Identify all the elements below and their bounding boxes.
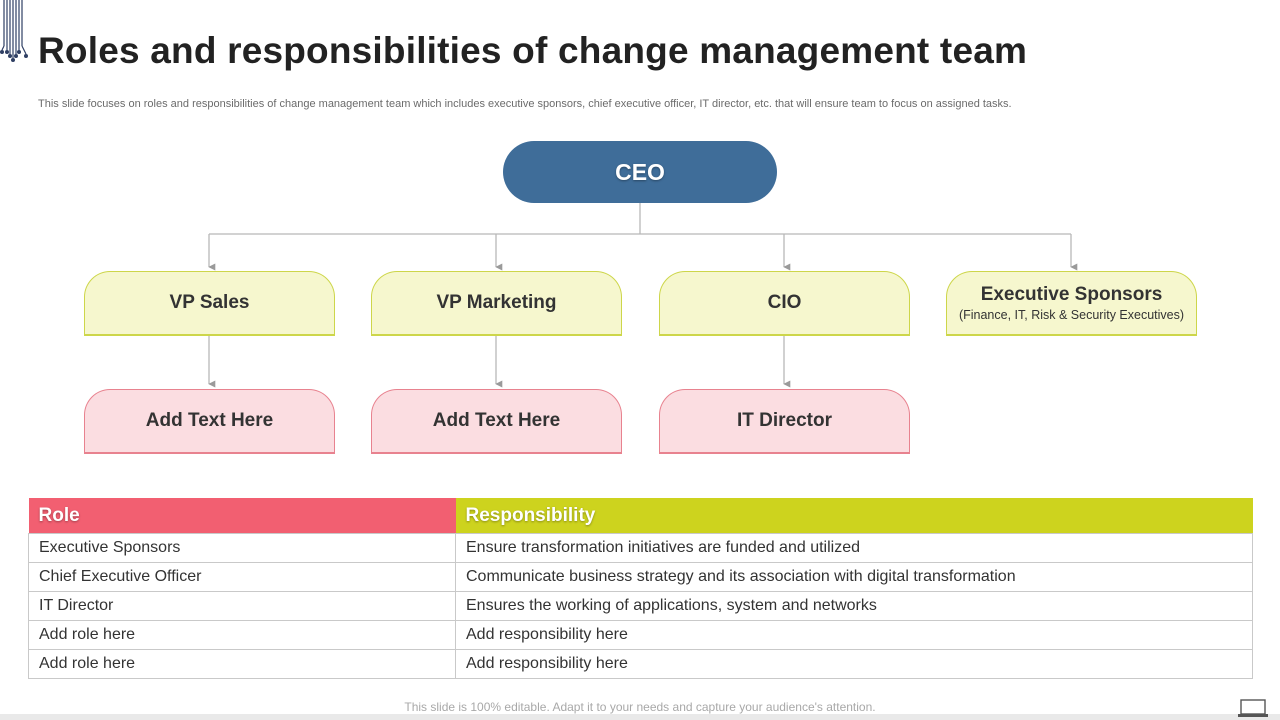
responsibility-cell: Add responsibility here [455,649,1253,679]
responsibility-cell: Ensure transformation initiatives are fu… [455,533,1253,563]
responsibility-cell: Add responsibility here [455,620,1253,650]
node-add-text-2: Add Text Here [371,389,622,454]
responsibility-cell: Ensures the working of applications, sys… [455,591,1253,621]
circuit-lines-icon [0,0,28,62]
node-vp-marketing-label: VP Marketing [436,292,557,313]
node-vp-sales-label: VP Sales [169,292,250,313]
node-add-text-1: Add Text Here [84,389,335,454]
node-ceo: CEO [503,141,777,203]
node-vp-sales: VP Sales [84,271,335,336]
role-cell: Executive Sponsors [28,533,456,563]
node-ceo-label: CEO [615,158,665,185]
table-header-row: Role Responsibility [28,498,1253,534]
node-cio: CIO [659,271,910,336]
laptop-icon[interactable] [1238,698,1268,718]
node-executive-sponsors-label: Executive Sponsors [980,284,1163,305]
node-executive-sponsors: Executive Sponsors (Finance, IT, Risk & … [946,271,1197,336]
node-executive-sponsors-sub: (Finance, IT, Risk & Security Executives… [958,308,1185,322]
roles-table: Role Responsibility Executive Sponsors E… [28,498,1253,679]
table-row: Add role here Add responsibility here [28,649,1253,679]
responsibility-header: Responsibility [455,498,1253,534]
role-cell: IT Director [28,591,456,621]
table-row: Chief Executive Officer Communicate busi… [28,562,1253,592]
node-vp-marketing: VP Marketing [371,271,622,336]
page-title: Roles and responsibilities of change man… [38,30,1028,71]
table-row: IT Director Ensures the working of appli… [28,591,1253,621]
bottom-bar [0,714,1280,720]
role-header: Role [28,498,456,534]
footer-note: This slide is 100% editable. Adapt it to… [404,700,876,714]
role-cell: Add role here [28,620,456,650]
node-it-director-label: IT Director [736,410,833,431]
node-it-director: IT Director [659,389,910,454]
role-cell: Add role here [28,649,456,679]
node-add-text-1-label: Add Text Here [145,410,274,431]
role-cell: Chief Executive Officer [28,562,456,592]
responsibility-cell: Communicate business strategy and its as… [455,562,1253,592]
node-add-text-2-label: Add Text Here [432,410,561,431]
table-row: Executive Sponsors Ensure transformation… [28,533,1253,563]
page-subtitle: This slide focuses on roles and responsi… [38,98,1012,110]
table-row: Add role here Add responsibility here [28,620,1253,650]
node-cio-label: CIO [767,292,802,313]
